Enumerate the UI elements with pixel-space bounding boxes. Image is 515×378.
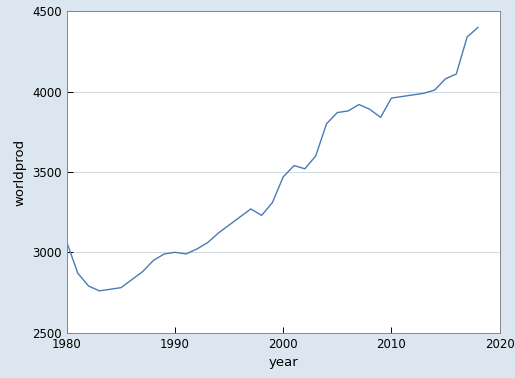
X-axis label: year: year [268, 356, 298, 369]
Y-axis label: worldprod: worldprod [14, 138, 27, 206]
